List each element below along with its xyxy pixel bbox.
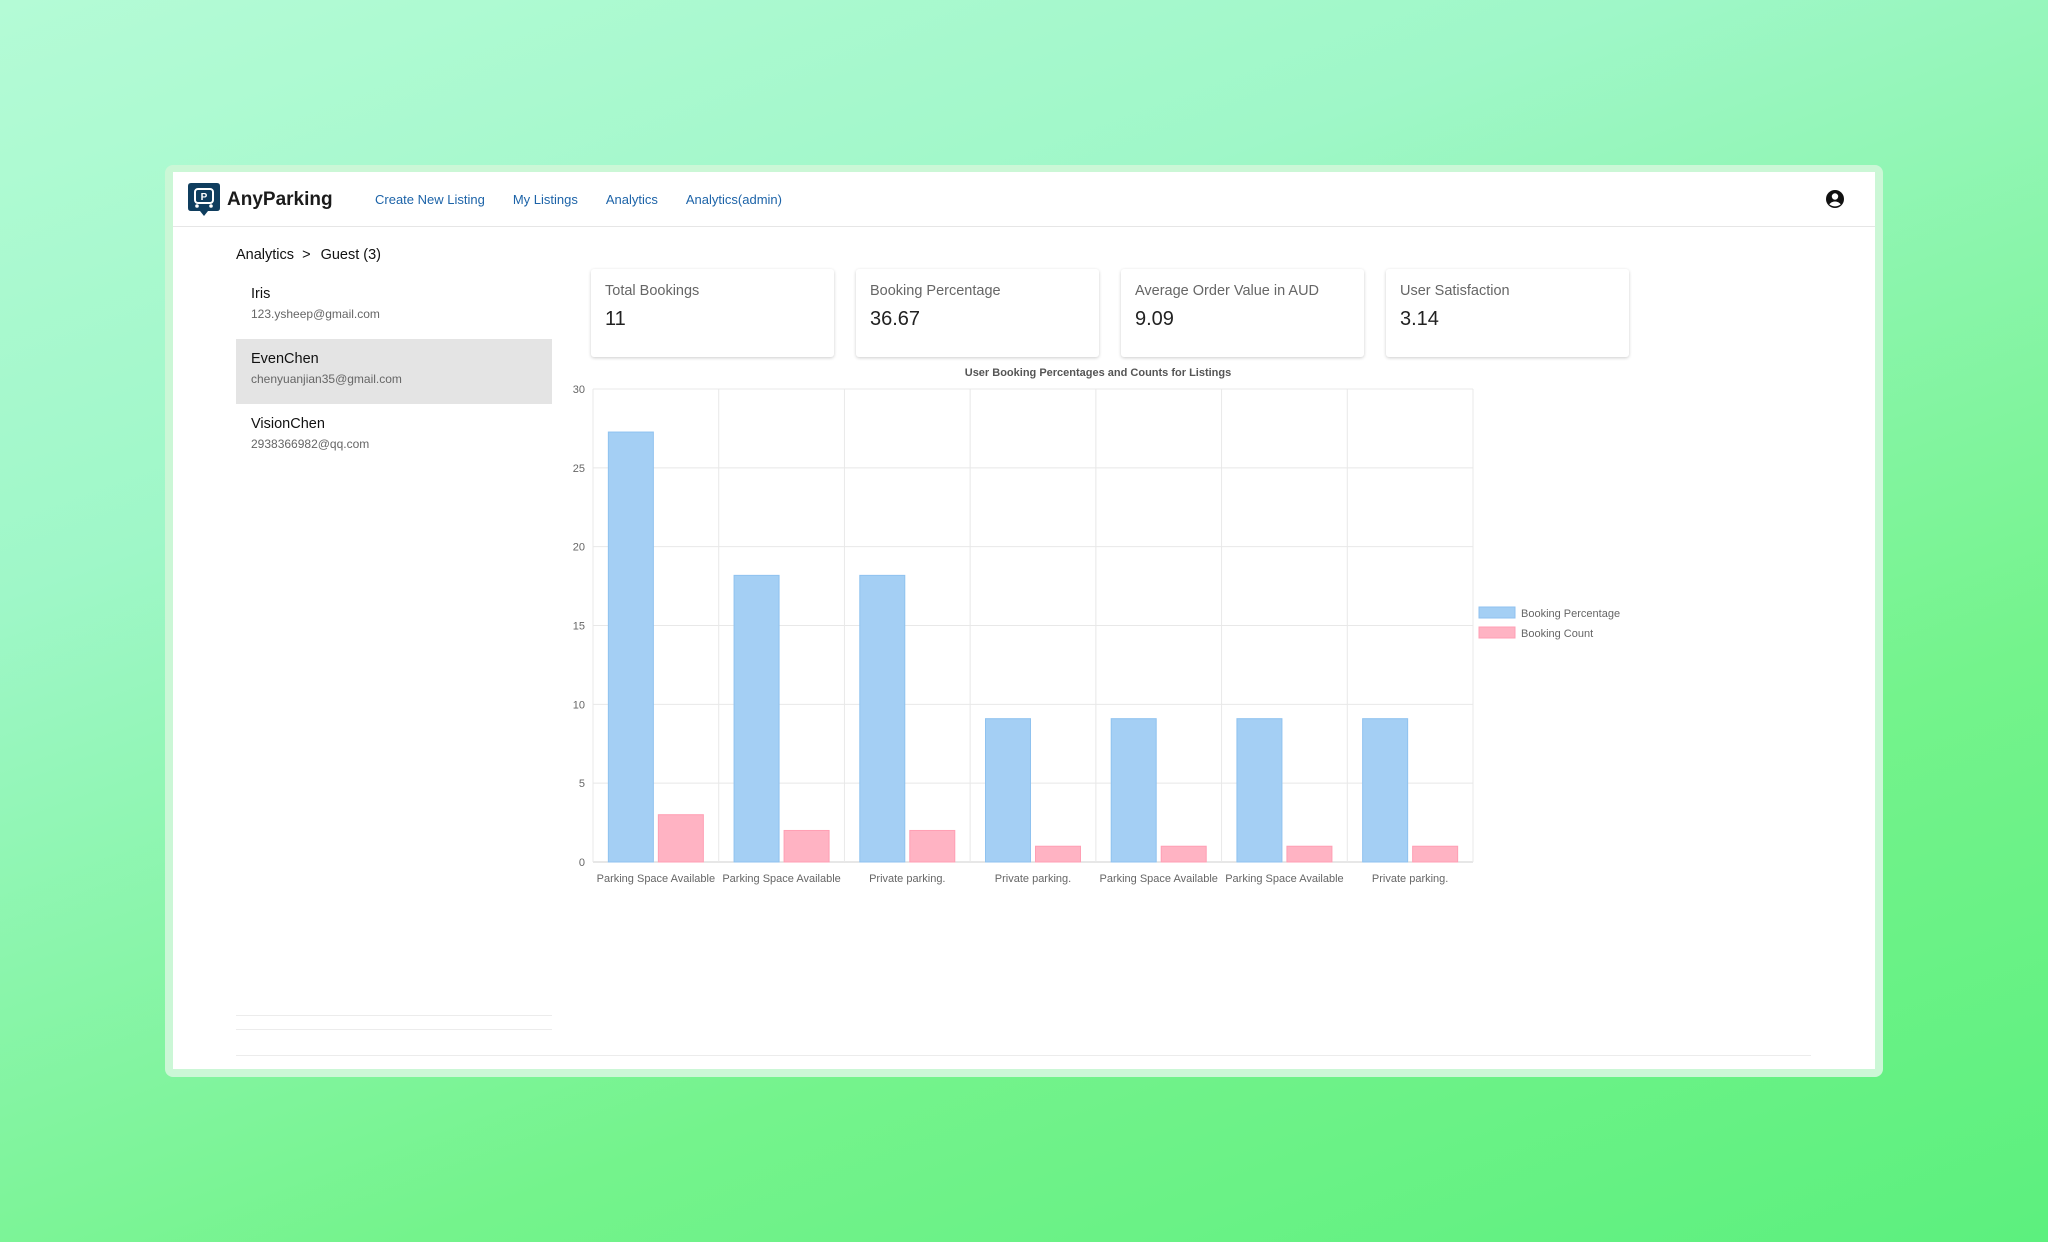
y-tick-label: 15 [573, 621, 585, 633]
guest-email: 123.ysheep@gmail.com [251, 307, 380, 321]
nav-analytics[interactable]: Analytics [605, 192, 658, 207]
kpi-card-total-bookings: Total Bookings 11 [591, 269, 834, 357]
kpi-card-average-order-value: Average Order Value in AUD 9.09 [1121, 269, 1364, 357]
bar-booking-count[interactable] [1160, 845, 1207, 863]
kpi-value: 36.67 [870, 308, 921, 330]
breadcrumb-root[interactable]: Analytics [236, 247, 295, 263]
kpi-label: User Satisfaction [1400, 283, 1510, 299]
bar-booking-percentage[interactable] [859, 574, 906, 863]
breadcrumb-separator: > [302, 247, 311, 263]
y-tick-label: 30 [573, 384, 585, 396]
x-tick-label: Private parking. [995, 873, 1071, 885]
kpi-card-user-satisfaction: User Satisfaction 3.14 [1386, 269, 1629, 357]
chart-legend[interactable]: Booking Percentage Booking Count [1478, 606, 1620, 640]
nav-my-listings[interactable]: My Listings [512, 192, 578, 207]
bar-booking-count[interactable] [1286, 845, 1333, 863]
bar-booking-percentage[interactable] [1110, 718, 1157, 863]
guest-name: Iris [251, 286, 271, 302]
kpi-label: Total Bookings [605, 283, 700, 299]
kpi-label: Average Order Value in AUD [1135, 283, 1320, 299]
chart-axes: 0 5 10 15 20 25 30 Parking Space Available Parki… [573, 384, 1449, 885]
guest-email: chenyuanjian35@gmail.com [251, 372, 402, 386]
main-nav: Create New Listing My Listings Analytics… [375, 192, 810, 207]
breadcrumb: Analytics > Guest (3) [236, 247, 381, 263]
breadcrumb-current: Guest (3) [320, 247, 381, 263]
bar-booking-percentage[interactable] [607, 431, 654, 863]
bar-booking-count[interactable] [909, 829, 956, 863]
y-tick-label: 25 [573, 463, 585, 475]
x-tick-label: Private parking. [869, 873, 945, 885]
app-window: P AnyParking Create New Listing My Listi… [173, 172, 1875, 1069]
kpi-label: Booking Percentage [870, 283, 1001, 299]
bar-booking-percentage[interactable] [985, 718, 1031, 863]
guest-item-iris[interactable]: Iris 123.ysheep@gmail.com [236, 274, 552, 339]
x-tick-label: Parking Space Available [1225, 873, 1343, 885]
guest-email: 2938366982@qq.com [251, 437, 370, 451]
bar-booking-count[interactable] [1035, 845, 1081, 863]
kpi-value: 3.14 [1400, 308, 1439, 330]
legend-swatch-booking-count[interactable] [1478, 626, 1516, 639]
bar-booking-percentage[interactable] [1362, 718, 1409, 863]
bar-booking-count[interactable] [657, 814, 704, 863]
legend-swatch-booking-percentage[interactable] [1478, 606, 1516, 619]
list-scrollbar-track[interactable] [236, 1015, 552, 1030]
booking-bar-chart: User Booking Percentages and Counts for … [573, 367, 1620, 885]
y-tick-label: 5 [579, 778, 585, 790]
bar-booking-percentage[interactable] [1236, 718, 1283, 863]
chart-title: User Booking Percentages and Counts for … [965, 367, 1232, 379]
legend-label-booking-count[interactable]: Booking Count [1521, 628, 1593, 640]
x-tick-label: Parking Space Available [722, 873, 840, 885]
guest-name: EvenChen [251, 351, 319, 367]
chart-bars [607, 431, 1459, 863]
guest-list: Iris 123.ysheep@gmail.com EvenChen cheny… [236, 274, 552, 469]
brand-name[interactable]: AnyParking [227, 189, 333, 210]
kpi-value: 9.09 [1135, 308, 1174, 330]
parking-logo-icon[interactable]: P [187, 181, 221, 217]
nav-create-new-listing[interactable]: Create New Listing [375, 192, 485, 207]
bottom-divider [236, 1055, 1811, 1056]
x-tick-label: Parking Space Available [597, 873, 715, 885]
y-tick-label: 10 [573, 699, 585, 711]
y-tick-label: 0 [579, 857, 585, 869]
kpi-card-booking-percentage: Booking Percentage 36.67 [856, 269, 1099, 357]
nav-analytics-admin[interactable]: Analytics(admin) [685, 192, 782, 207]
chart-grid [592, 388, 1474, 863]
legend-label-booking-percentage[interactable]: Booking Percentage [1521, 608, 1620, 620]
top-navigation-bar: P AnyParking Create New Listing My Listi… [173, 172, 1875, 227]
bar-booking-percentage[interactable] [733, 574, 780, 863]
guest-item-evenchen[interactable]: EvenChen chenyuanjian35@gmail.com [236, 339, 552, 404]
y-tick-label: 20 [573, 542, 585, 554]
bar-booking-count[interactable] [783, 829, 830, 863]
kpi-value: 11 [605, 308, 626, 330]
x-tick-label: Private parking. [1372, 873, 1448, 885]
guest-name: VisionChen [251, 416, 325, 432]
account-circle-icon[interactable] [1825, 189, 1845, 209]
svg-text:P: P [201, 192, 208, 203]
bar-booking-count[interactable] [1412, 845, 1459, 863]
guest-item-visionchen[interactable]: VisionChen 2938366982@qq.com [236, 404, 552, 469]
x-tick-label: Parking Space Available [1099, 873, 1217, 885]
